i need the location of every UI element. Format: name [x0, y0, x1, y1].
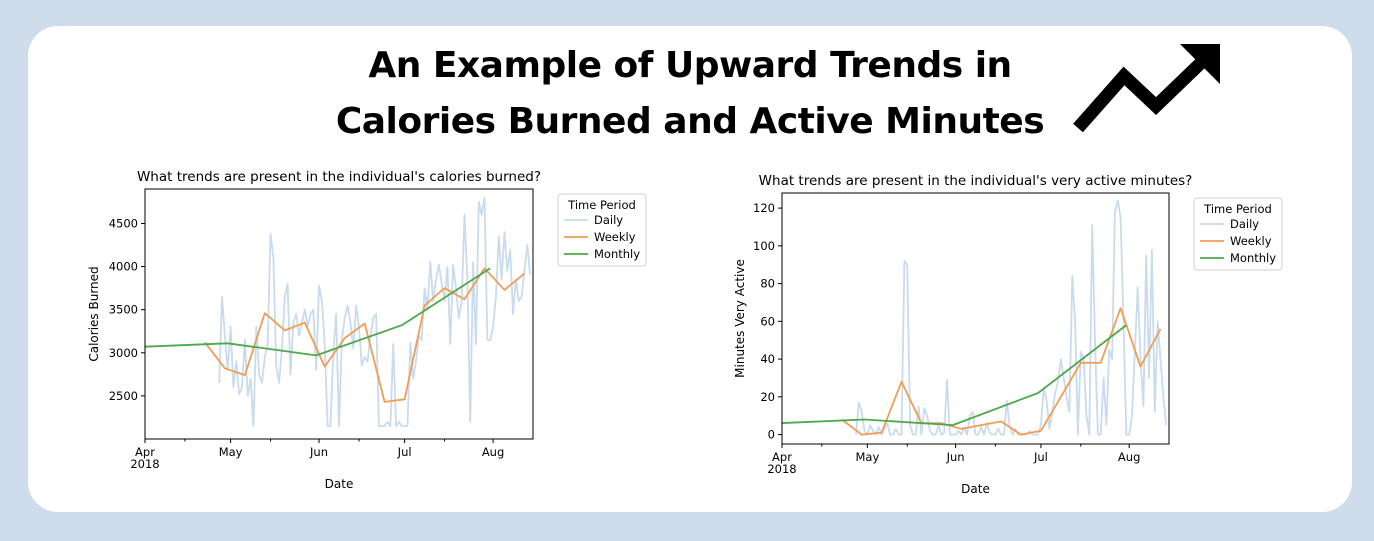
y-axis-label: Calories Burned [87, 266, 101, 361]
x-tick-label: May [219, 445, 243, 459]
calories-chart: What trends are present in the individua… [87, 169, 647, 491]
x-tick-label: Jul [397, 445, 412, 459]
x-axis-label: Date [325, 477, 354, 491]
axes-frame [144, 188, 534, 440]
page-title: An Example of Upward Trends in Calories … [240, 38, 1140, 150]
x-tick-label: May [855, 450, 879, 464]
series-line-daily [855, 199, 1168, 436]
y-tick-label: 2500 [109, 389, 138, 403]
x-tick-label: Jun [309, 445, 328, 459]
series-line-monthly [782, 324, 1127, 427]
title-line-2: Calories Burned and Active Minutes [335, 101, 1045, 142]
y-tick-label: 4000 [109, 260, 138, 274]
x-tick-label: Apr 2018 [767, 450, 796, 476]
legend-box [1193, 197, 1283, 271]
series-line-weekly [841, 307, 1162, 436]
y-tick-label: 40 [760, 352, 775, 366]
y-tick-label: 4500 [109, 216, 138, 230]
x-tick-label: Jul [1033, 450, 1048, 464]
y-tick-label: 80 [760, 277, 775, 291]
x-tick-label: Aug [482, 445, 504, 459]
x-tick-label: Jun [946, 450, 965, 464]
y-tick-label: 20 [760, 390, 775, 404]
y-tick-label: 3500 [109, 303, 138, 317]
series-line-daily [218, 196, 531, 428]
y-tick-label: 3000 [109, 346, 138, 360]
axes-frame [781, 192, 1170, 445]
y-tick-label: 120 [753, 201, 775, 215]
y-axis-label: Minutes Very Active [733, 259, 747, 378]
y-tick-label: 0 [768, 428, 775, 442]
legend-title: Time Period [567, 198, 636, 212]
x-tick-label: Aug [1118, 450, 1140, 464]
plot-area [782, 199, 1168, 436]
legend-title: Time Period [1203, 202, 1272, 216]
plot-area [145, 196, 531, 428]
legend-box [557, 193, 647, 267]
legend-label-weekly: Weekly [1230, 234, 1272, 248]
legend-label-weekly: Weekly [594, 230, 636, 244]
series-line-monthly [145, 267, 491, 357]
legend-label-daily: Daily [594, 213, 623, 227]
y-tick-label: 60 [760, 314, 775, 328]
y-tick-label: 100 [753, 239, 775, 253]
content-card [28, 26, 1352, 512]
title-line-1: An Example of Upward Trends in [368, 45, 1012, 86]
active-minutes-chart: What trends are present in the individua… [733, 173, 1283, 496]
chart-title: What trends are present in the individua… [137, 169, 541, 185]
x-tick-label: Apr 2018 [130, 445, 159, 471]
series-line-weekly [204, 267, 525, 403]
x-axis-label: Date [961, 482, 990, 496]
legend-label-monthly: Monthly [594, 247, 640, 261]
chart-title: What trends are present in the individua… [759, 173, 1193, 189]
trending-up-icon [1073, 44, 1220, 133]
legend-label-monthly: Monthly [1230, 251, 1276, 265]
legend-label-daily: Daily [1230, 217, 1259, 231]
